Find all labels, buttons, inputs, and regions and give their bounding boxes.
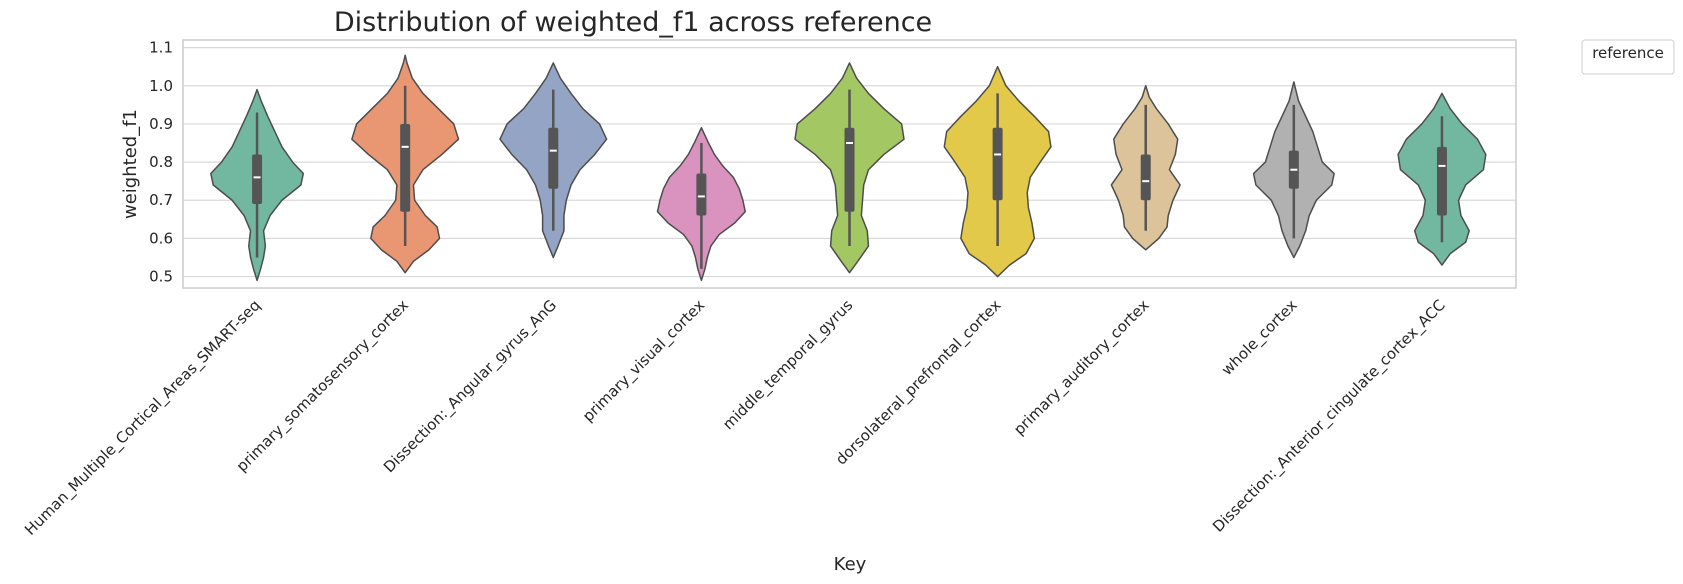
iqr-box: [400, 123, 411, 212]
y-tick-label: 0.6: [149, 229, 173, 247]
y-tick-label: 1.1: [149, 39, 173, 57]
chart-title: Distribution of weighted_f1 across refer…: [334, 7, 932, 38]
y-tick-label: 0.7: [149, 191, 173, 209]
plot-area-frame: [182, 39, 1517, 289]
legend: reference: [1581, 39, 1675, 75]
iqr-box: [1436, 146, 1447, 216]
y-axis-label: weighted_f1: [120, 109, 141, 219]
x-axis-label: Key: [834, 554, 867, 575]
legend-box: [1581, 39, 1675, 75]
iqr-box: [1140, 154, 1151, 201]
y-tick-label: 0.5: [149, 268, 173, 286]
iqr-box: [992, 127, 1003, 201]
iqr-box: [696, 173, 707, 216]
iqr-box: [252, 154, 263, 205]
y-tick-labels: 0.5 0.6 0.7 0.8 0.9 1.0 1.1: [149, 39, 173, 286]
y-tick-label: 0.9: [149, 115, 173, 133]
violins: [210, 54, 1487, 282]
legend-title: reference: [1592, 44, 1664, 62]
iqr-box: [548, 127, 559, 189]
iqr-box: [844, 127, 855, 212]
y-tick-label: 1.0: [149, 77, 173, 95]
y-tick-label: 0.8: [149, 153, 173, 171]
